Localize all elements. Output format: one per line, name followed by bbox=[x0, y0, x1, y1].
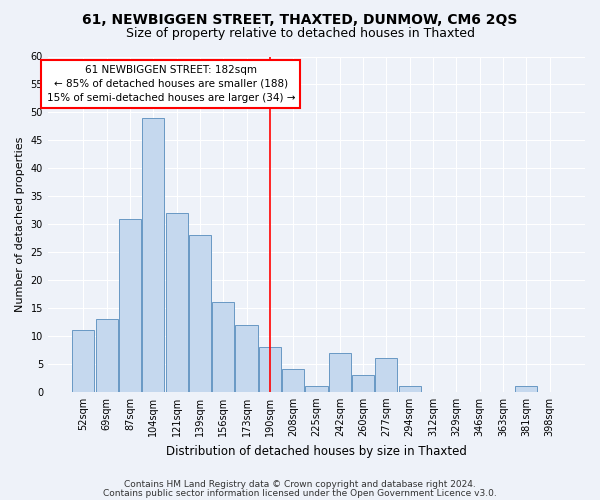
Bar bbox=[376, 358, 397, 392]
Bar bbox=[515, 386, 537, 392]
Bar bbox=[119, 218, 141, 392]
Bar bbox=[398, 386, 421, 392]
Bar bbox=[282, 370, 304, 392]
Bar bbox=[305, 386, 328, 392]
Bar bbox=[142, 118, 164, 392]
Y-axis label: Number of detached properties: Number of detached properties bbox=[15, 136, 25, 312]
Text: Contains public sector information licensed under the Open Government Licence v3: Contains public sector information licen… bbox=[103, 488, 497, 498]
Bar bbox=[352, 375, 374, 392]
Text: Contains HM Land Registry data © Crown copyright and database right 2024.: Contains HM Land Registry data © Crown c… bbox=[124, 480, 476, 489]
Bar bbox=[235, 324, 257, 392]
Text: 61, NEWBIGGEN STREET, THAXTED, DUNMOW, CM6 2QS: 61, NEWBIGGEN STREET, THAXTED, DUNMOW, C… bbox=[82, 12, 518, 26]
Bar bbox=[259, 347, 281, 392]
Bar bbox=[329, 352, 351, 392]
Bar bbox=[73, 330, 94, 392]
Bar bbox=[189, 236, 211, 392]
Bar bbox=[95, 319, 118, 392]
Text: 61 NEWBIGGEN STREET: 182sqm
← 85% of detached houses are smaller (188)
15% of se: 61 NEWBIGGEN STREET: 182sqm ← 85% of det… bbox=[47, 65, 295, 103]
X-axis label: Distribution of detached houses by size in Thaxted: Distribution of detached houses by size … bbox=[166, 444, 467, 458]
Bar bbox=[166, 213, 188, 392]
Bar bbox=[212, 302, 235, 392]
Text: Size of property relative to detached houses in Thaxted: Size of property relative to detached ho… bbox=[125, 28, 475, 40]
